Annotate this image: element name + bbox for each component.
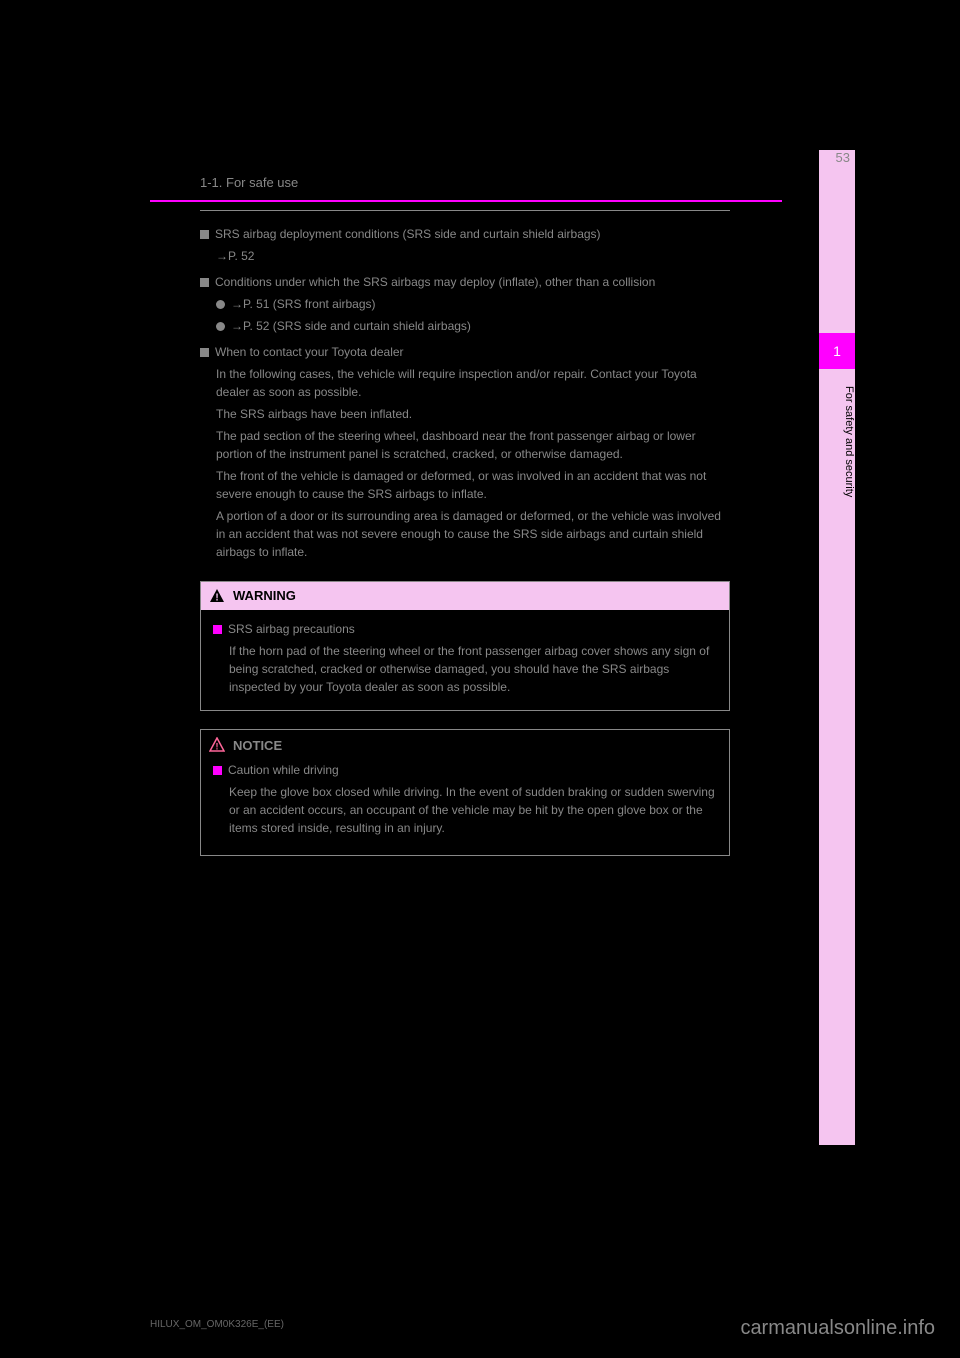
- body-text: →P. 52: [200, 247, 730, 265]
- square-bullet-icon: [200, 348, 209, 357]
- list-item: SRS airbag deployment conditions (SRS si…: [200, 225, 730, 243]
- svg-text:!: !: [215, 592, 218, 603]
- notice-header: ! NOTICE: [201, 730, 729, 762]
- list-item: Conditions under which the SRS airbags m…: [200, 273, 730, 291]
- list-item: When to contact your Toyota dealer: [200, 343, 730, 361]
- sub-list-item: →P. 51 (SRS front airbags): [200, 295, 730, 313]
- section-title: 1-1. For safe use: [200, 175, 298, 190]
- body-text: The SRS airbags have been inflated.: [200, 405, 730, 423]
- body-text: The pad section of the steering wheel, d…: [200, 427, 730, 463]
- warning-header: ! WARNING: [201, 582, 729, 610]
- chapter-label: For safety and security: [819, 378, 855, 578]
- warning-title: SRS airbag precautions: [228, 622, 355, 636]
- magenta-bullet-icon: [213, 625, 222, 634]
- watermark: carmanualsonline.info: [740, 1317, 935, 1340]
- round-bullet-icon: [216, 322, 225, 331]
- svg-text:!: !: [216, 742, 219, 752]
- warning-text: If the horn pad of the steering wheel or…: [213, 642, 717, 696]
- notice-body: Caution while driving Keep the glove box…: [201, 761, 729, 855]
- notice-title: Caution while driving: [228, 763, 339, 777]
- body-text: In the following cases, the vehicle will…: [200, 365, 730, 401]
- warning-triangle-icon: !: [209, 588, 225, 604]
- main-content: SRS airbag deployment conditions (SRS si…: [200, 225, 730, 856]
- body-text: A portion of a door or its surrounding a…: [200, 507, 730, 561]
- header-accent-line: [150, 200, 782, 202]
- square-bullet-icon: [200, 278, 209, 287]
- round-bullet-icon: [216, 300, 225, 309]
- sub-list-item: →P. 52 (SRS side and curtain shield airb…: [200, 317, 730, 335]
- notice-text: Keep the glove box closed while driving.…: [213, 783, 717, 837]
- warning-body: SRS airbag precautions If the horn pad o…: [201, 610, 729, 710]
- page-header: 53 1-1. For safe use: [150, 150, 790, 210]
- header-divider: [200, 210, 730, 211]
- square-bullet-icon: [200, 230, 209, 239]
- notice-box: ! NOTICE Caution while driving Keep the …: [200, 729, 730, 857]
- document-id: HILUX_OM_OM0K326E_(EE): [150, 1319, 284, 1330]
- page-number: 53: [836, 150, 850, 165]
- chapter-number: 1: [819, 333, 855, 369]
- warning-label: WARNING: [233, 586, 296, 606]
- warning-box: ! WARNING SRS airbag precautions If the …: [200, 581, 730, 711]
- side-tab: 1 For safety and security: [819, 150, 855, 1145]
- body-text: The front of the vehicle is damaged or d…: [200, 467, 730, 503]
- magenta-bullet-icon: [213, 766, 222, 775]
- notice-label: NOTICE: [233, 736, 282, 756]
- notice-triangle-icon: !: [209, 737, 225, 753]
